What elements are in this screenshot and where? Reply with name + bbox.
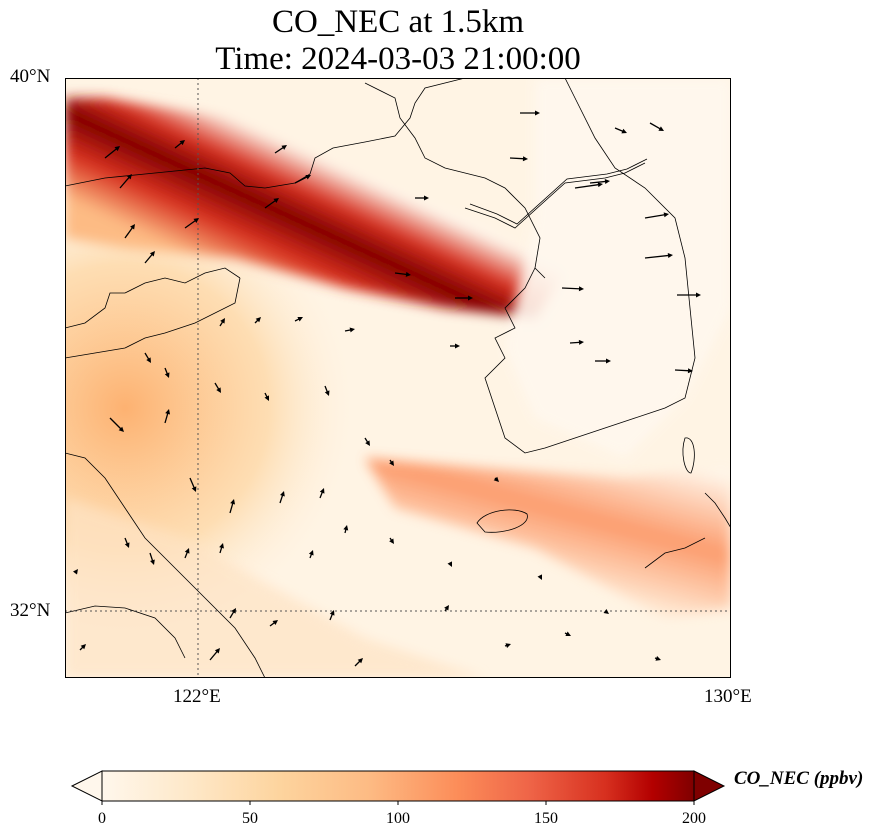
map-panel bbox=[65, 78, 731, 678]
wind-arrow bbox=[144, 251, 155, 264]
colorbar-tick-100: 100 bbox=[386, 810, 410, 827]
wind-arrow bbox=[537, 574, 542, 580]
colorbar-tick-150: 150 bbox=[534, 810, 558, 827]
wind-arrow bbox=[504, 643, 511, 648]
wind-arrow bbox=[389, 537, 394, 544]
wind-arrow bbox=[450, 343, 460, 349]
wind-arrow bbox=[229, 499, 236, 514]
wind-arrow bbox=[649, 122, 664, 131]
wind-arrow bbox=[644, 212, 669, 219]
wind-arrow bbox=[644, 253, 673, 259]
colorbar-gradient bbox=[101, 770, 695, 802]
wind-arrow bbox=[104, 146, 120, 159]
wind-arrow bbox=[294, 317, 303, 322]
colorbar-tick-0: 0 bbox=[98, 810, 106, 827]
wind-arrow bbox=[144, 352, 151, 363]
korea-low-region bbox=[505, 78, 731, 458]
wind-arrow bbox=[124, 537, 130, 548]
wind-arrow bbox=[229, 608, 236, 619]
colorbar-low-extend bbox=[70, 770, 103, 802]
wind-arrow bbox=[509, 156, 528, 162]
wind-arrow bbox=[354, 658, 363, 667]
wind-arrow bbox=[447, 561, 452, 567]
map-time-subtitle: Time: 2024-03-03 21:00:00 bbox=[215, 41, 581, 77]
southern-concentration-band bbox=[365, 458, 731, 618]
wind-arrow bbox=[319, 488, 325, 499]
lon-label-130e: 130°E bbox=[704, 686, 752, 707]
wind-arrow bbox=[595, 358, 611, 364]
wind-vectors bbox=[73, 110, 701, 667]
wind-arrow bbox=[344, 327, 355, 333]
coastlines bbox=[65, 78, 731, 678]
wind-arrow bbox=[149, 552, 155, 565]
wind-arrow bbox=[569, 339, 584, 345]
wind-arrow bbox=[364, 437, 370, 446]
lat-label-40n: 40°N bbox=[10, 66, 51, 87]
wind-arrow bbox=[279, 491, 285, 504]
wind-arrow bbox=[654, 656, 661, 661]
wind-arrow bbox=[574, 182, 603, 189]
wind-arrow bbox=[520, 110, 540, 116]
wind-arrow bbox=[124, 224, 135, 239]
map-title: CO_NEC at 1.5km bbox=[271, 4, 525, 40]
wind-arrow bbox=[219, 318, 225, 327]
wind-arrow bbox=[79, 644, 86, 651]
lon-label-122e: 122°E bbox=[173, 686, 221, 707]
wind-arrow bbox=[674, 368, 693, 374]
wind-arrow bbox=[493, 476, 499, 482]
gridlines bbox=[65, 78, 731, 678]
wind-arrow bbox=[329, 610, 335, 621]
wind-arrow bbox=[614, 127, 627, 134]
high-concentration-band bbox=[65, 98, 565, 318]
wind-arrow bbox=[264, 198, 279, 209]
wind-arrow bbox=[219, 543, 224, 554]
wind-arrow bbox=[184, 548, 190, 559]
wind-arrow bbox=[269, 620, 278, 627]
colorbar-tick-200: 200 bbox=[682, 810, 706, 827]
wind-arrow bbox=[214, 382, 221, 393]
wind-arrow bbox=[455, 295, 473, 301]
wind-arrow bbox=[189, 477, 197, 492]
wind-arrow bbox=[324, 385, 330, 396]
wind-arrow bbox=[294, 175, 311, 184]
wind-arrow bbox=[274, 145, 287, 154]
wind-arrow bbox=[561, 286, 584, 292]
wind-arrow bbox=[603, 609, 609, 614]
wind-arrow bbox=[164, 409, 171, 424]
wind-arrow bbox=[343, 525, 349, 534]
wind-arrow bbox=[389, 459, 394, 466]
lat-label-32n: 32°N bbox=[10, 600, 51, 621]
colorbar-high-extend bbox=[693, 770, 726, 802]
wind-arrow bbox=[394, 271, 411, 277]
wind-arrow bbox=[589, 179, 610, 184]
wind-arrow bbox=[184, 218, 199, 229]
colorbar-tick-50: 50 bbox=[242, 810, 258, 827]
wind-arrow bbox=[564, 631, 571, 636]
colorbar-label: CO_NEC (ppbv) bbox=[734, 768, 864, 789]
map-frame bbox=[65, 78, 731, 678]
wind-arrow bbox=[444, 605, 449, 612]
wind-arrow bbox=[308, 550, 314, 559]
concentration-map bbox=[65, 78, 731, 678]
wind-arrow bbox=[254, 317, 261, 324]
wind-arrow bbox=[209, 648, 220, 661]
wind-arrow bbox=[415, 195, 429, 201]
wind-arrow bbox=[164, 367, 170, 378]
wind-arrow bbox=[174, 140, 185, 149]
wind-arrow bbox=[677, 292, 701, 298]
wind-arrow bbox=[73, 569, 78, 575]
colorbar bbox=[70, 770, 726, 805]
wind-arrow bbox=[264, 392, 269, 401]
wind-arrow bbox=[119, 174, 132, 189]
